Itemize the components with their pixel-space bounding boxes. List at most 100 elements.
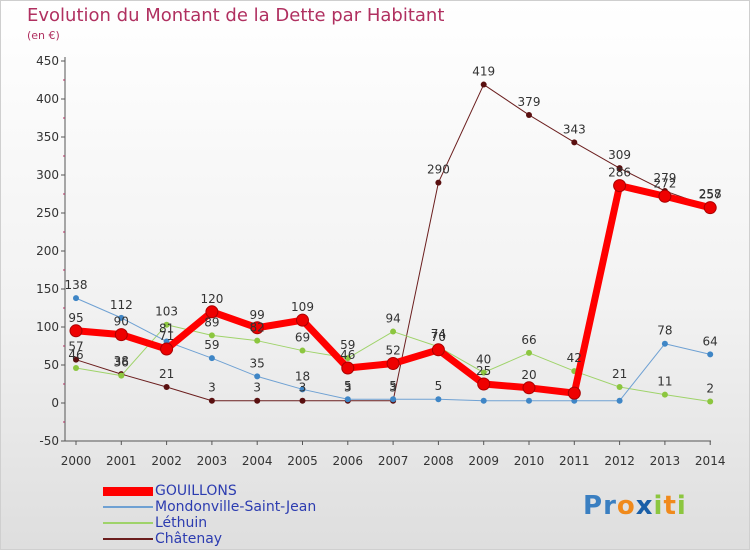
data-label: 103 <box>155 305 178 319</box>
data-point-gouillons <box>114 328 128 342</box>
legend-swatch <box>103 506 153 508</box>
data-label: 40 <box>476 353 491 367</box>
data-label: 112 <box>110 298 133 312</box>
data-label: 343 <box>563 122 586 136</box>
data-point-lethuin <box>299 347 306 354</box>
data-label: 109 <box>291 300 314 314</box>
data-label: 69 <box>295 331 310 345</box>
x-tick-label: 2006 <box>333 454 364 468</box>
data-label: 20 <box>521 368 536 382</box>
y-tick-label: 400 <box>36 92 59 106</box>
data-point-gouillons <box>477 377 491 391</box>
data-point-mondonville-saint-jean <box>390 396 397 403</box>
data-point-chatenay <box>480 81 487 88</box>
data-label: 18 <box>295 369 310 383</box>
data-label: 309 <box>608 148 631 162</box>
data-point-mondonville-saint-jean <box>344 396 351 403</box>
x-tick-label: 2004 <box>242 454 273 468</box>
y-tick-label: 150 <box>36 282 59 296</box>
data-label: 3 <box>299 381 307 395</box>
data-label: 95 <box>68 311 83 325</box>
data-point-gouillons <box>386 356 400 370</box>
data-point-gouillons <box>69 324 83 338</box>
x-tick-label: 2011 <box>559 454 590 468</box>
logo-letter: t <box>663 491 677 521</box>
data-point-gouillons <box>522 381 536 395</box>
y-tick-label: 50 <box>44 358 59 372</box>
x-tick-label: 2001 <box>106 454 137 468</box>
data-label: 71 <box>159 329 174 343</box>
data-label: 64 <box>703 334 718 348</box>
data-label: 279 <box>653 171 676 185</box>
data-point-mondonville-saint-jean <box>616 397 623 404</box>
legend-label: Châtenay <box>155 531 223 547</box>
y-tick-label: 250 <box>36 206 59 220</box>
x-tick-label: 2008 <box>423 454 454 468</box>
data-label: 290 <box>427 163 450 177</box>
data-label: 99 <box>250 308 265 322</box>
data-point-chatenay <box>163 384 170 391</box>
data-label: 42 <box>567 351 582 365</box>
data-label: 286 <box>608 166 631 180</box>
data-label: 25 <box>476 364 491 378</box>
data-point-mondonville-saint-jean <box>118 314 125 321</box>
x-tick-label: 2014 <box>695 454 726 468</box>
data-label: 3 <box>389 381 397 395</box>
logo-letter: i <box>676 491 687 521</box>
data-point-mondonville-saint-jean <box>707 351 714 358</box>
data-point-mondonville-saint-jean <box>480 397 487 404</box>
x-tick-label: 2009 <box>468 454 499 468</box>
data-label: 57 <box>68 340 83 354</box>
data-label: 82 <box>250 321 265 335</box>
data-label: 81 <box>159 321 174 335</box>
y-tick-label: 300 <box>36 168 59 182</box>
y-tick-label: -50 <box>39 434 59 448</box>
data-point-mondonville-saint-jean <box>299 386 306 393</box>
data-label: 138 <box>65 278 88 292</box>
data-label: 59 <box>340 338 355 352</box>
x-tick-label: 2012 <box>604 454 635 468</box>
data-label: 272 <box>653 176 676 190</box>
data-label: 21 <box>612 367 627 381</box>
data-label: 11 <box>657 375 672 389</box>
data-point-mondonville-saint-jean <box>73 295 79 302</box>
data-point-lethuin <box>73 365 79 372</box>
data-point-gouillons <box>703 201 717 215</box>
y-tick-label: 0 <box>51 396 59 410</box>
data-label: 46 <box>68 348 83 362</box>
legend-label: GOUILLONS <box>155 483 237 499</box>
x-tick-label: 2003 <box>197 454 228 468</box>
data-label: 120 <box>200 292 223 306</box>
data-point-mondonville-saint-jean <box>526 397 532 404</box>
data-point-chatenay <box>526 111 532 118</box>
chart-subtitle: (en €) <box>27 29 60 42</box>
data-point-lethuin <box>254 337 261 344</box>
data-label: 70 <box>431 330 446 344</box>
data-label: 66 <box>521 333 536 347</box>
logo-letter: P <box>583 491 604 521</box>
data-label: 3 <box>253 381 261 395</box>
data-label: 35 <box>250 356 265 370</box>
data-label: 78 <box>657 324 672 338</box>
data-point-lethuin <box>707 398 714 405</box>
data-point-gouillons <box>431 343 445 357</box>
y-tick-label: 350 <box>36 130 59 144</box>
data-label: 257 <box>699 188 722 202</box>
data-label: 90 <box>114 315 129 329</box>
data-point-lethuin <box>390 328 397 335</box>
data-point-gouillons <box>658 189 672 203</box>
data-point-mondonville-saint-jean <box>208 355 215 362</box>
data-label: 379 <box>518 95 541 109</box>
legend-swatch <box>103 486 153 496</box>
data-label: 94 <box>385 312 400 326</box>
x-tick-label: 2010 <box>514 454 545 468</box>
data-point-gouillons <box>250 321 264 335</box>
data-point-chatenay <box>254 397 261 404</box>
data-point-lethuin <box>118 372 125 379</box>
y-tick-label: 200 <box>36 244 59 258</box>
data-point-mondonville-saint-jean <box>661 340 668 347</box>
x-tick-label: 2000 <box>61 454 92 468</box>
x-tick-label: 2005 <box>287 454 318 468</box>
data-point-gouillons <box>205 305 219 319</box>
